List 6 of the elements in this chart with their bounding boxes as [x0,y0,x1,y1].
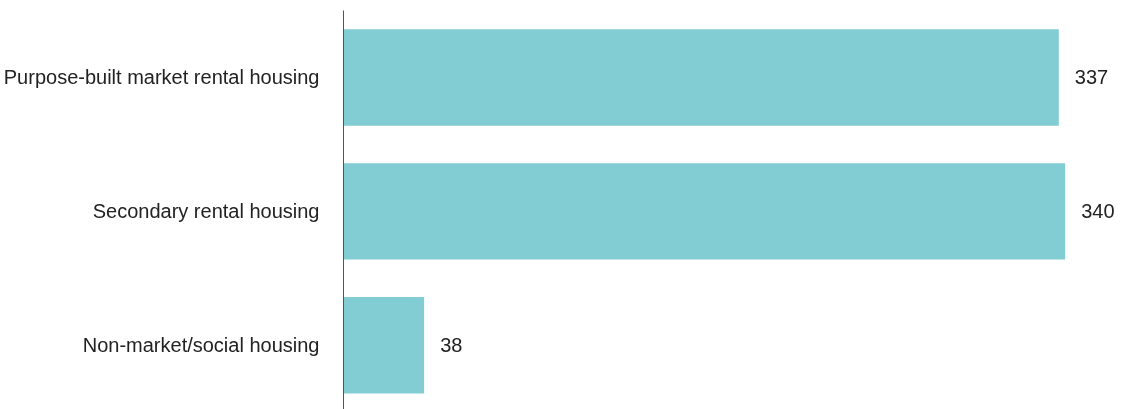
y-tick-label: Purpose-built market rental housing [3,66,320,89]
y-tick-label: Non-market/social housing [82,334,320,357]
data-label: 337 [1074,66,1109,89]
y-tick-label: Secondary rental housing [92,200,320,223]
data-label: 340 [1081,200,1115,223]
data-label: 38 [440,334,463,357]
